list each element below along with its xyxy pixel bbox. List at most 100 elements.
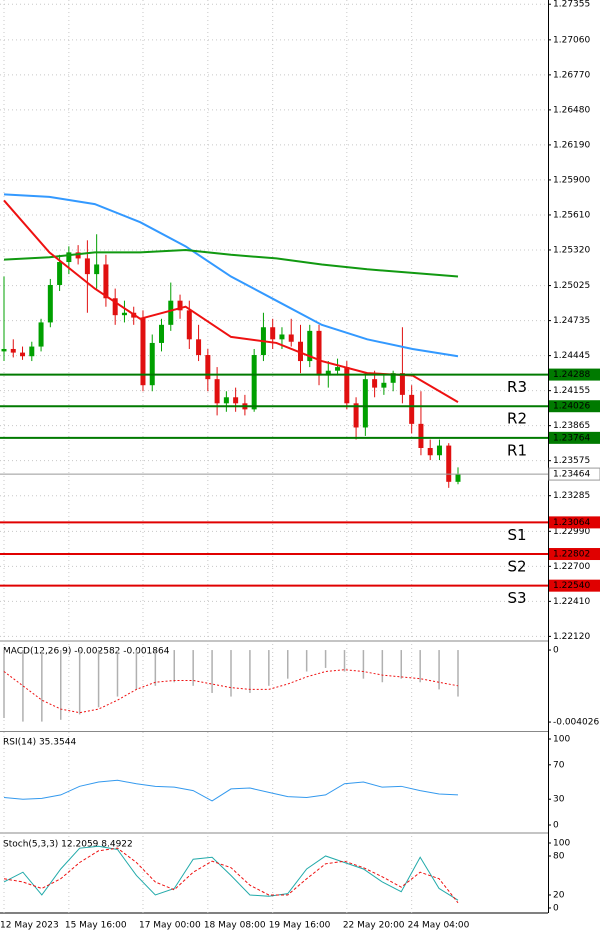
line — [3, 669, 459, 714]
level-tag — [549, 368, 600, 381]
candle-body — [20, 352, 26, 357]
panel-title: Stoch(5,3,3) 12.2059 8.4922 — [3, 840, 133, 850]
candle-body — [372, 379, 378, 388]
level-price: 1.22802 — [553, 550, 590, 560]
level-tag — [549, 516, 600, 529]
y-tick-label: 0 — [553, 821, 559, 831]
x-tick-label: 17 May 00:00 — [139, 921, 201, 931]
y-tick-label: 1.22120 — [553, 632, 590, 642]
x-tick-label: 15 May 16:00 — [65, 921, 127, 931]
candle-body — [427, 448, 433, 456]
level-name: R2 — [507, 410, 527, 428]
last-price-tag — [548, 467, 600, 481]
candle-body — [455, 474, 461, 482]
candle-body — [325, 370, 331, 376]
y-tick-label: 1.25610 — [553, 210, 590, 220]
candle-body — [57, 262, 63, 285]
level-price: 1.23764 — [553, 433, 590, 443]
y-tick-label: 1.24445 — [553, 351, 590, 361]
candle-body — [223, 397, 229, 404]
candle-body — [38, 322, 44, 347]
candle-body — [297, 341, 303, 362]
level-name: S3 — [507, 589, 526, 607]
level-name: S1 — [507, 526, 526, 544]
candle-body — [1, 348, 7, 352]
candle-body — [75, 252, 81, 259]
y-tick-label: 1.23865 — [553, 421, 590, 431]
x-tick-label: 19 May 16:00 — [269, 921, 331, 931]
level-name: R1 — [507, 441, 527, 459]
candle-body — [103, 264, 109, 299]
candle-body — [251, 355, 257, 410]
candle-body — [418, 423, 424, 448]
candle-body — [140, 317, 146, 386]
candle-body — [84, 258, 90, 275]
y-tick-label: 1.27060 — [553, 35, 590, 45]
y-tick-label: 1.22410 — [553, 597, 590, 607]
y-tick-label: 20 — [553, 890, 565, 900]
y-tick-label: 1.24735 — [553, 316, 590, 326]
candle-body — [335, 367, 341, 371]
candle-body — [66, 252, 72, 263]
line — [3, 248, 459, 278]
level-price: 1.24288 — [553, 370, 590, 380]
y-tick-label: 0 — [553, 646, 559, 656]
candle-body — [10, 348, 16, 353]
y-tick-label: 1.26480 — [553, 105, 590, 115]
y-tick-label: 80 — [553, 851, 565, 861]
y-tick-label: -0.004026 — [553, 718, 599, 728]
candle-body — [233, 397, 239, 404]
y-tick-label: 0 — [553, 903, 559, 913]
candle-body — [279, 334, 285, 340]
candle-body — [112, 298, 118, 316]
candle-body — [270, 327, 276, 340]
line — [3, 845, 459, 901]
candle-body — [436, 445, 442, 456]
level-name: R3 — [507, 378, 527, 396]
candle-body — [316, 330, 322, 376]
y-tick-label: 1.25025 — [553, 281, 590, 291]
level-price: 1.24026 — [553, 402, 590, 412]
candle-body — [409, 394, 415, 424]
x-tick-label: 18 May 08:00 — [204, 921, 266, 931]
candle-body — [446, 445, 452, 482]
y-tick-label: 1.27355 — [553, 0, 590, 10]
candle-body — [159, 324, 165, 343]
panel-title: MACD(12,26,9) -0.002582 -0.001864 — [3, 647, 170, 657]
x-tick-label: 12 May 2023 — [0, 921, 59, 931]
candle-body — [94, 264, 100, 275]
line — [3, 847, 459, 904]
y-tick-label: 1.26190 — [553, 140, 590, 150]
y-tick-label: 1.22700 — [553, 562, 590, 572]
level-tag — [549, 579, 600, 592]
level-price: 1.22540 — [553, 581, 590, 591]
y-tick-label: 1.25900 — [553, 175, 590, 185]
last-price-label: 1.23464 — [553, 470, 590, 480]
panel-title: RSI(14) 35.3544 — [3, 738, 76, 748]
level-name: S2 — [507, 558, 526, 576]
candle-body — [196, 339, 202, 356]
level-price: 1.23064 — [553, 518, 590, 528]
candle-body — [362, 379, 368, 428]
y-tick-label: 30 — [553, 795, 565, 805]
candle-body — [344, 367, 350, 404]
y-tick-label: 1.23575 — [553, 456, 590, 466]
candle-body — [353, 403, 359, 428]
y-tick-label: 1.23285 — [553, 491, 590, 501]
line — [3, 193, 459, 358]
candle-body — [390, 373, 396, 383]
y-tick-label: 100 — [553, 735, 570, 745]
x-tick-label: 24 May 04:00 — [408, 921, 470, 931]
candle-body — [214, 379, 220, 404]
candle-body — [307, 330, 313, 362]
candle-body — [205, 355, 211, 380]
candle-body — [186, 310, 192, 340]
x-tick-label: 22 May 20:00 — [343, 921, 405, 931]
candle-body — [149, 342, 155, 386]
candle-body — [121, 312, 127, 316]
level-tag — [549, 431, 600, 444]
candle-body — [399, 373, 405, 395]
candle-body — [381, 382, 387, 388]
